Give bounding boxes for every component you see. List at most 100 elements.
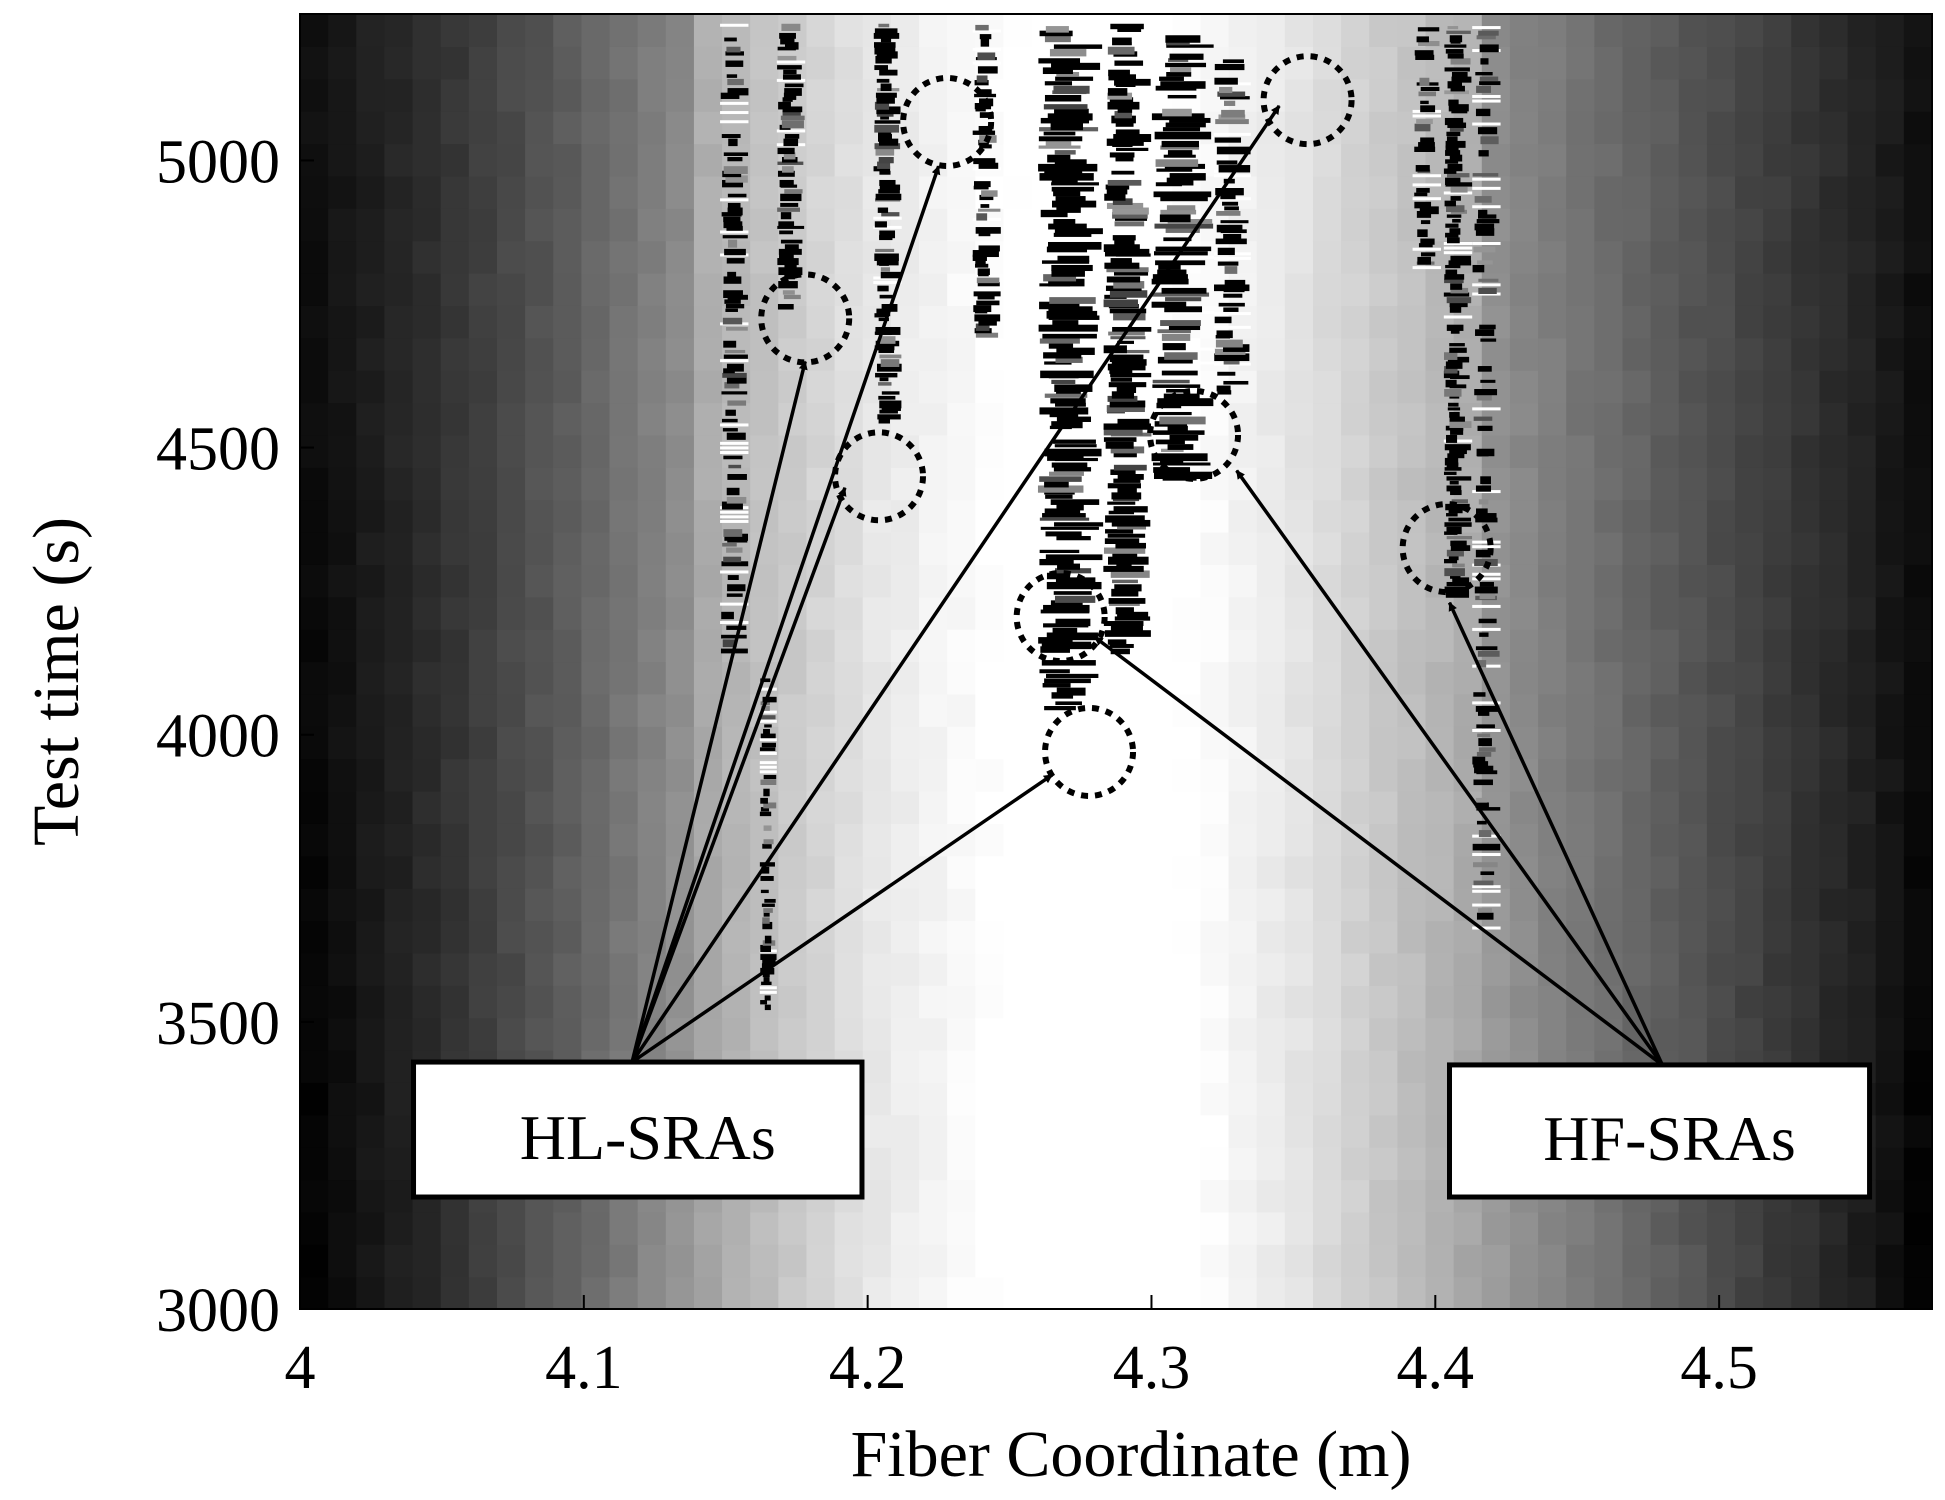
- sra-streak: [777, 65, 802, 70]
- sra-streak: [759, 986, 777, 990]
- heatmap-cell: [1144, 920, 1173, 954]
- sra-streak: [759, 710, 777, 714]
- heatmap-cell: [834, 1211, 864, 1245]
- sra-streak: [1449, 35, 1463, 43]
- heatmap-cell: [356, 305, 386, 339]
- sra-streak: [1214, 284, 1250, 292]
- heatmap-cell: [1594, 402, 1624, 436]
- heatmap-cell: [1847, 1211, 1877, 1245]
- heatmap-cell: [1735, 499, 1764, 533]
- heatmap-cell: [1875, 273, 1905, 306]
- heatmap-cell: [1650, 111, 1680, 145]
- sra-streak: [1444, 278, 1464, 284]
- heatmap-cell: [1144, 823, 1173, 857]
- heatmap-cell: [947, 273, 976, 306]
- heatmap-cell: [1678, 143, 1708, 177]
- heatmap-cell: [356, 1276, 386, 1309]
- heatmap-cell: [919, 434, 948, 468]
- sra-streak: [978, 318, 997, 326]
- heatmap-cell: [1172, 758, 1202, 792]
- heatmap-cell: [1228, 564, 1258, 598]
- heatmap-cell: [300, 985, 329, 1019]
- sra-streak: [760, 779, 777, 785]
- heatmap-cell: [328, 985, 357, 1019]
- heatmap-cell: [665, 1276, 695, 1309]
- sra-streak: [1105, 515, 1145, 523]
- heatmap-cell: [862, 1147, 892, 1181]
- heatmap-cell: [1284, 1050, 1314, 1083]
- heatmap-cell: [1284, 823, 1314, 857]
- heatmap-cell: [1819, 920, 1849, 954]
- heatmap-cell: [1678, 1017, 1708, 1051]
- sra-streak: [1048, 241, 1102, 250]
- heatmap-cell: [1256, 823, 1286, 857]
- sra-streak: [1111, 359, 1147, 366]
- sra-streak: [1168, 58, 1189, 62]
- heatmap-cell: [637, 337, 667, 371]
- heatmap-cell: [665, 661, 695, 695]
- heatmap-cell: [1087, 823, 1117, 857]
- sra-streak: [779, 253, 794, 261]
- sra-streak: [1112, 207, 1149, 215]
- heatmap-cell: [1735, 758, 1764, 792]
- heatmap-cell: [637, 1211, 667, 1245]
- heatmap-cell: [890, 1179, 920, 1213]
- heatmap-cell: [1735, 337, 1764, 371]
- heatmap-cell: [1622, 467, 1652, 501]
- heatmap-cell: [637, 240, 667, 274]
- sra-streak: [1107, 46, 1135, 55]
- sra-streak: [1049, 411, 1079, 418]
- heatmap-cell: [384, 985, 414, 1019]
- annotation-arrow: [631, 773, 1054, 1064]
- heatmap-cell: [919, 1147, 948, 1181]
- heatmap-cell: [1875, 78, 1905, 112]
- heatmap-cell: [553, 46, 582, 80]
- heatmap-cell: [1200, 855, 1230, 889]
- heatmap-cell: [1200, 1244, 1230, 1278]
- heatmap-cell: [496, 14, 526, 47]
- heatmap-cell: [1706, 629, 1736, 663]
- heatmap-cell: [328, 952, 357, 986]
- heatmap-cell: [1341, 143, 1370, 177]
- heatmap-cell: [1256, 1114, 1286, 1148]
- heatmap-cell: [356, 1082, 386, 1116]
- heatmap-cell: [862, 532, 892, 565]
- sra-streak: [1108, 598, 1146, 604]
- heatmap-cell: [1566, 143, 1595, 177]
- heatmap-cell: [300, 434, 329, 468]
- heatmap-cell: [862, 499, 892, 533]
- sra-streak: [1054, 150, 1076, 155]
- sra-streak: [1446, 476, 1472, 481]
- heatmap-cell: [1875, 1179, 1905, 1213]
- sra-streak: [1449, 127, 1464, 132]
- heatmap-cell: [975, 1179, 1005, 1213]
- heatmap-cell: [947, 14, 976, 47]
- heatmap-cell: [1200, 629, 1230, 663]
- sra-streak: [780, 202, 799, 207]
- heatmap-cell: [1481, 1017, 1511, 1051]
- heatmap-cell: [525, 46, 554, 80]
- heatmap-cell: [1481, 337, 1511, 371]
- heatmap-cell: [1425, 920, 1455, 954]
- sra-streak: [1107, 533, 1146, 538]
- heatmap-cell: [947, 758, 976, 792]
- sra-streak: [879, 294, 893, 299]
- sra-streak: [974, 314, 1001, 322]
- sra-streak: [975, 107, 986, 112]
- heatmap-cell: [1284, 693, 1314, 727]
- sra-streak: [1222, 201, 1239, 206]
- heatmap-cell: [1875, 952, 1905, 986]
- heatmap-cell: [440, 1211, 470, 1245]
- heatmap-cell: [1706, 693, 1736, 727]
- sra-streak: [1445, 232, 1459, 238]
- sra-streak: [1107, 483, 1141, 489]
- sra-streak: [1166, 72, 1192, 77]
- heatmap-cell: [1425, 596, 1455, 630]
- heatmap-cell: [1003, 111, 1033, 145]
- sra-streak: [1043, 604, 1090, 613]
- heatmap-cell: [722, 920, 751, 954]
- heatmap-cell: [1116, 1017, 1145, 1051]
- sra-streak: [1472, 241, 1501, 245]
- sra-streak: [720, 111, 749, 115]
- heatmap-cell: [862, 1114, 892, 1148]
